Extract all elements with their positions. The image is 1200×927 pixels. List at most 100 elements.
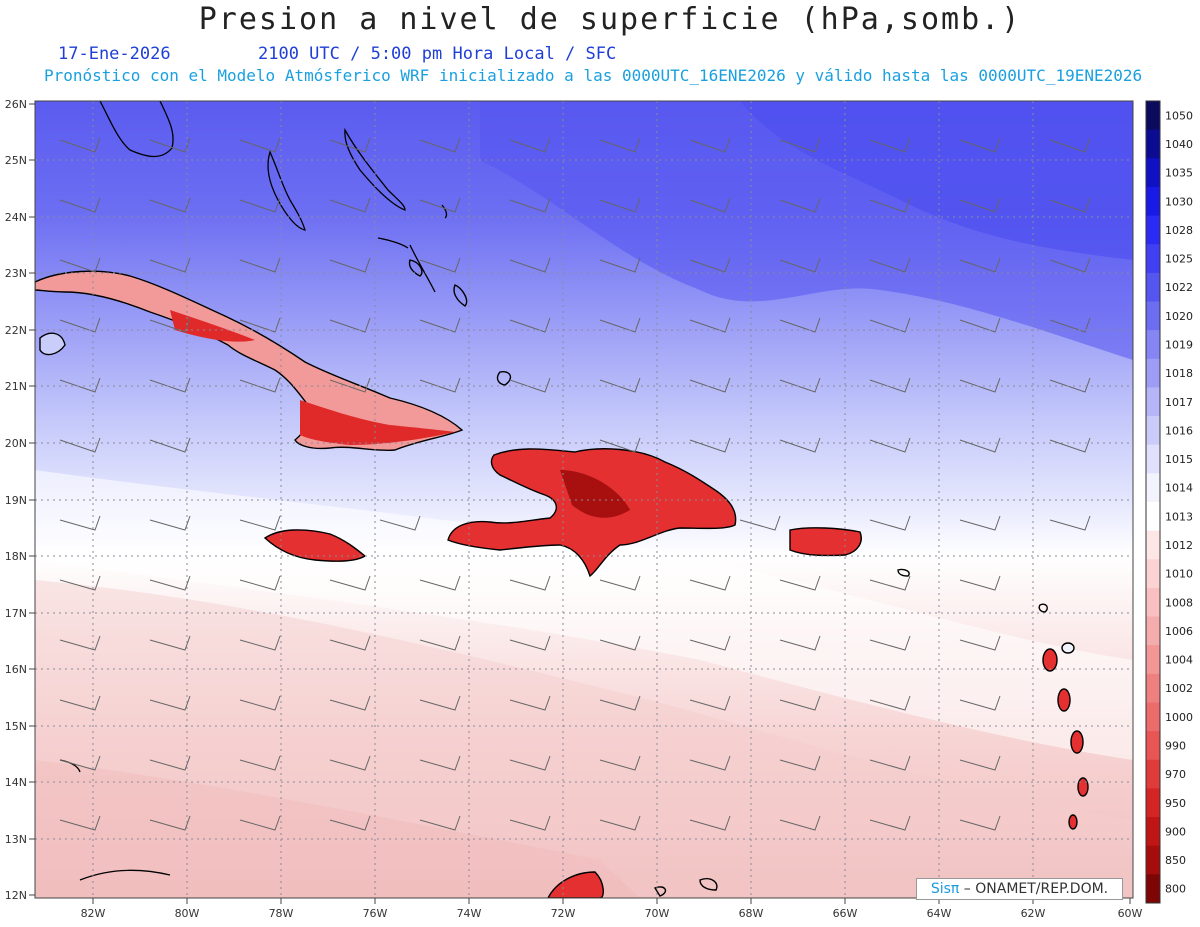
colorbar-swatch: [1146, 416, 1160, 446]
colorbar-swatch: [1146, 673, 1160, 703]
colorbar-label: 990: [1165, 739, 1186, 752]
colorbar-label: 900: [1165, 825, 1186, 838]
colorbar-label: 1040: [1165, 138, 1193, 151]
colorbar-label: 1025: [1165, 253, 1193, 266]
pressure-field: [35, 101, 1133, 898]
land-areas: [35, 259, 1089, 898]
colorbar-label: 1016: [1165, 424, 1193, 437]
colorbar-swatch: [1146, 301, 1160, 331]
longitude-labels: 82W 80W 78W 76W 74W 72W 70W 68W 66W 64W …: [81, 907, 1143, 920]
colorbar-label: 1019: [1165, 338, 1193, 351]
colorbar: 1050 1040 1035 1030 1028 1025 1022 1020 1019 1018…: [1145, 100, 1193, 904]
lon-label: 70W: [645, 907, 670, 920]
lat-label: 14N: [5, 776, 27, 789]
lat-label: 17N: [5, 607, 27, 620]
colorbar-swatch: [1146, 759, 1160, 789]
colorbar-swatch: [1146, 702, 1160, 732]
lon-label: 82W: [81, 907, 106, 920]
sispi-logo: Sisπ: [930, 881, 960, 897]
colorbar-swatch: [1146, 158, 1160, 188]
colorbar-swatch: [1146, 272, 1160, 302]
colorbar-swatch: [1146, 330, 1160, 360]
colorbar-swatch: [1146, 473, 1160, 503]
colorbar-label: 1010: [1165, 568, 1193, 581]
colorbar-label: 1015: [1165, 453, 1193, 466]
lat-label: 19N: [5, 494, 27, 507]
lon-label: 80W: [175, 907, 200, 920]
colorbar-label: 1028: [1165, 224, 1193, 237]
colorbar-label: 1050: [1165, 109, 1193, 122]
cuba-land: [35, 270, 464, 452]
lat-label: 26N: [5, 98, 27, 111]
lat-label: 12N: [5, 889, 27, 902]
lon-label: 78W: [269, 907, 294, 920]
jamaica-land: [263, 529, 367, 562]
colorbar-swatch: [1146, 129, 1160, 159]
latitude-labels: 12N 13N 14N 15N 16N 17N 18N 19N 20N 21N …: [5, 98, 27, 902]
colorbar-swatch: [1146, 387, 1160, 417]
colorbar-swatch: [1146, 874, 1160, 904]
wind-barbs: [59, 137, 1091, 831]
colorbar-label: 850: [1165, 854, 1186, 867]
colorbar-label: 1012: [1165, 539, 1193, 552]
colorbar-label: 970: [1165, 768, 1186, 781]
lat-label: 13N: [5, 833, 27, 846]
colorbar-label: 1000: [1165, 711, 1193, 724]
colorbar-swatch: [1146, 645, 1160, 675]
colorbar-swatch: [1146, 244, 1160, 274]
colorbar-label: 1035: [1165, 167, 1193, 180]
map-title: Presion a nivel de superficie (hPa,somb.…: [198, 2, 1022, 37]
colorbar-label: 1022: [1165, 281, 1193, 294]
colorbar-label: 1018: [1165, 367, 1193, 380]
lon-label: 74W: [457, 907, 482, 920]
model-description: Pronóstico con el Modelo Atmósferico WRF…: [44, 66, 1143, 85]
colorbar-label: 1008: [1165, 596, 1193, 609]
colorbar-swatch: [1146, 731, 1160, 761]
colorbar-label: 1017: [1165, 396, 1193, 409]
colorbar-label: 800: [1165, 883, 1186, 896]
lon-label: 72W: [551, 907, 576, 920]
colorbar-border: [1145, 100, 1161, 904]
colorbar-swatch: [1146, 788, 1160, 818]
lat-label: 21N: [5, 380, 27, 393]
colorbar-swatch: [1146, 559, 1160, 589]
lat-label: 20N: [5, 437, 27, 450]
lat-label: 15N: [5, 720, 27, 733]
lat-label: 18N: [5, 550, 27, 563]
credit-box: Sisπ – ONAMET/REP.DOM.: [916, 878, 1123, 900]
lon-label: 66W: [833, 907, 858, 920]
lat-label: 24N: [5, 211, 27, 224]
colorbar-swatch: [1146, 530, 1160, 560]
colorbar-label: 1006: [1165, 625, 1193, 638]
lat-label: 25N: [5, 154, 27, 167]
colorbar-label: 1004: [1165, 654, 1193, 667]
colorbar-label: 1014: [1165, 482, 1193, 495]
lon-label: 60W: [1118, 907, 1143, 920]
colorbar-swatch: [1146, 616, 1160, 646]
colorbar-label: 950: [1165, 797, 1186, 810]
lon-label: 76W: [363, 907, 388, 920]
coastline-outlines: [59, 101, 448, 881]
colorbar-swatch: [1146, 101, 1160, 131]
colorbar-swatch: [1146, 215, 1160, 245]
colorbar-swatch: [1146, 817, 1160, 847]
colorbar-swatch: [1146, 845, 1160, 875]
lon-label: 64W: [927, 907, 952, 920]
colorbar-label: 1030: [1165, 195, 1193, 208]
lat-label: 16N: [5, 663, 27, 676]
credit-text: – ONAMET/REP.DOM.: [959, 881, 1109, 897]
lat-label: 23N: [5, 267, 27, 280]
forecast-time: 2100 UTC / 5:00 pm Hora Local / SFC: [258, 44, 617, 64]
colorbar-swatch: [1146, 444, 1160, 474]
colorbar-swatch: [1146, 502, 1160, 532]
colorbar-label: 1002: [1165, 682, 1193, 695]
colorbar-label: 1013: [1165, 510, 1193, 523]
forecast-date: 17-Ene-2026: [58, 44, 171, 64]
colorbar-swatch: [1146, 358, 1160, 388]
colorbar-swatch: [1146, 186, 1160, 217]
puerto-rico-land: [789, 527, 862, 557]
lat-label: 22N: [5, 324, 27, 337]
colorbar-label: 1020: [1165, 310, 1193, 323]
colorbar-swatch: [1146, 587, 1160, 618]
